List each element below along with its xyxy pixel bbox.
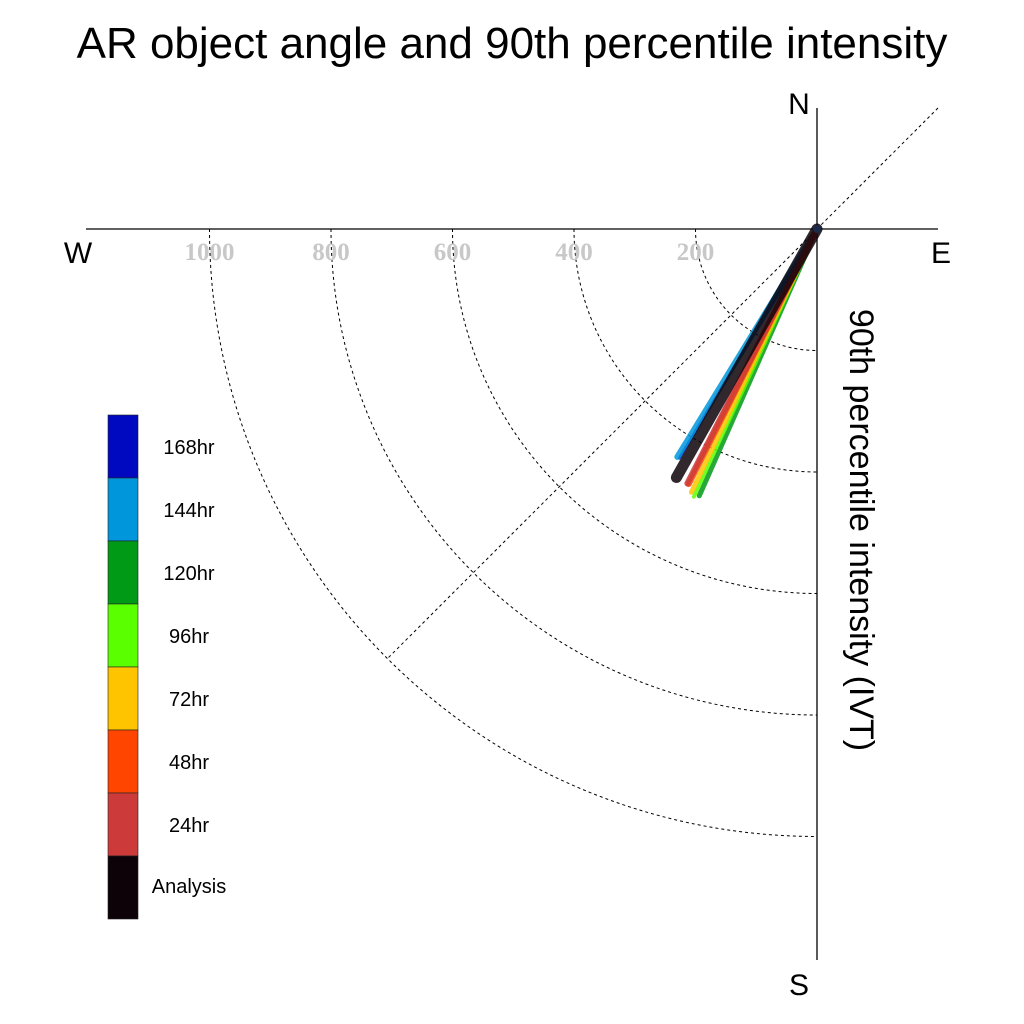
- grid-arc-200: [695, 228, 818, 351]
- compass-north-label: N: [788, 88, 810, 121]
- legend-swatch-120hr: [107, 540, 139, 605]
- legend-swatch-168hr: [107, 414, 139, 479]
- radial-tick-800: 800: [312, 239, 350, 266]
- radial-tick-1000: 1000: [185, 239, 235, 266]
- legend-swatch-96hr: [107, 603, 139, 668]
- legend-label-120hr: 120hr: [163, 563, 214, 585]
- legend-label-48hr: 48hr: [169, 752, 209, 774]
- radial-tick-400: 400: [555, 239, 593, 266]
- legend-label-168hr: 168hr: [163, 437, 214, 459]
- radial-tick-200: 200: [677, 239, 715, 266]
- legend-label-96hr: 96hr: [169, 626, 209, 648]
- vector-analysis: [670, 223, 823, 484]
- grid-arc-400: [573, 228, 818, 473]
- y-axis-label: 90th percentile intensity (IVT): [842, 309, 880, 751]
- compass-west-label: W: [64, 237, 93, 270]
- grid-arc-800: [330, 228, 818, 716]
- legend-swatch-72hr: [107, 666, 139, 731]
- legend-label-72hr: 72hr: [169, 689, 209, 711]
- radial-tick-600: 600: [434, 239, 472, 266]
- grid-arc-600: [452, 228, 818, 594]
- legend-label-24hr: 24hr: [169, 815, 209, 837]
- legend-swatch-24hr: [107, 792, 139, 857]
- chart-title: AR object angle and 90th percentile inte…: [77, 19, 948, 68]
- legend-label-analysis: Analysis: [152, 876, 226, 898]
- grid-layer: [209, 107, 939, 837]
- legend-swatch-analysis: [107, 855, 139, 920]
- vector-layer: [670, 223, 823, 499]
- legend: 168hr 144hr 120hr 96hr 72hr 48hr 24hr Analysis: [107, 414, 226, 920]
- legend-swatch-144hr: [107, 477, 139, 542]
- radial-tick-labels: 200 400 600 800 1000: [185, 239, 715, 266]
- compass-east-label: E: [931, 237, 951, 270]
- legend-label-144hr: 144hr: [163, 500, 214, 522]
- compass-south-label: S: [789, 969, 809, 1002]
- grid-diagonal: [387, 107, 939, 659]
- origin-marker: [813, 225, 821, 233]
- grid-arc-1000: [209, 228, 818, 837]
- legend-swatch-48hr: [107, 729, 139, 794]
